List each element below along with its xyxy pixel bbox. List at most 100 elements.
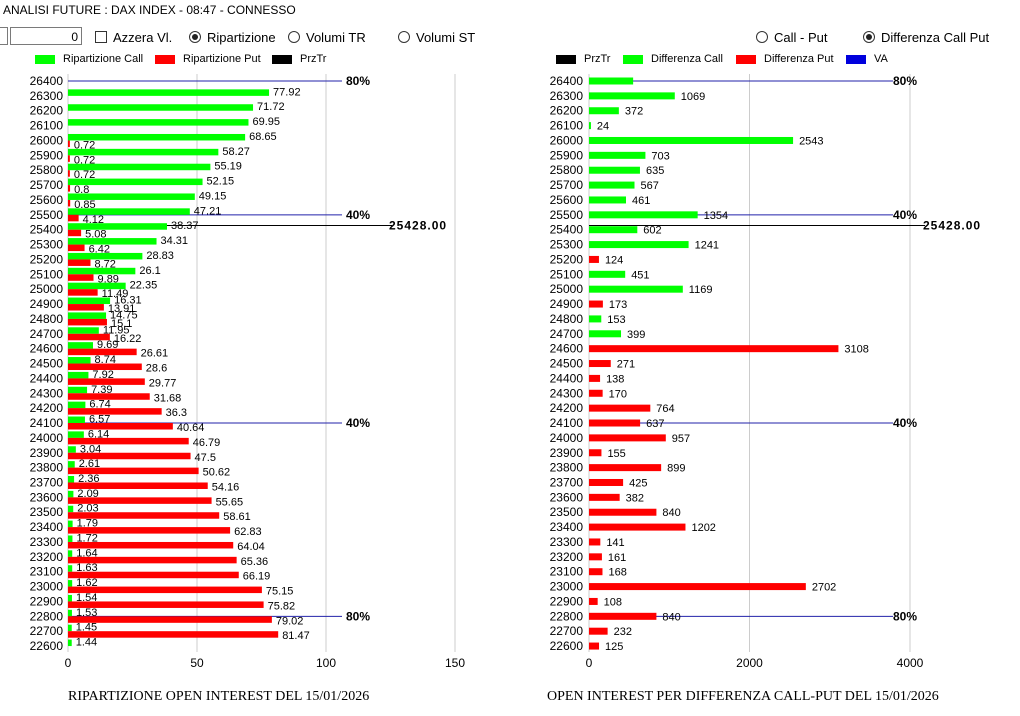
y-tick-label: 25300 (30, 238, 64, 252)
call-value-label: 16.31 (114, 295, 142, 307)
put-bar (68, 155, 70, 162)
diff-call-bar (589, 107, 619, 115)
radio-selected-icon[interactable] (189, 31, 201, 43)
number-input[interactable]: 0 (10, 27, 82, 45)
diff-value-label: 232 (614, 626, 632, 638)
y-tick-label: 24000 (30, 431, 64, 445)
radio-unselected-icon[interactable] (288, 31, 300, 43)
y-tick-label: 24200 (550, 401, 584, 415)
y-tick-label: 22600 (550, 639, 584, 653)
diff-value-label: 168 (608, 567, 626, 579)
diff-put-bar (589, 360, 611, 368)
put-value-label: 11.49 (102, 288, 129, 300)
put-value-label: 64.04 (237, 541, 265, 553)
radio-call-put[interactable]: Call - Put (756, 26, 827, 48)
diff-value-label: 1169 (689, 284, 713, 296)
y-tick-label: 25000 (550, 282, 584, 296)
call-bar (68, 342, 94, 349)
diff-value-label: 170 (609, 388, 627, 400)
y-tick-label: 25600 (30, 193, 64, 207)
call-bar (68, 119, 249, 126)
y-tick-label: 23100 (30, 565, 64, 579)
put-value-label: 65.36 (241, 556, 269, 568)
call-bar (68, 163, 211, 171)
diff-put-bar (589, 538, 601, 546)
y-tick-label: 26300 (550, 89, 584, 103)
radio-differenza-call-put[interactable]: Differenza Call Put (863, 26, 989, 48)
call-value-label: 71.72 (257, 101, 285, 113)
y-tick-label: 24700 (550, 327, 584, 341)
diff-value-label: 957 (672, 433, 690, 445)
diff-call-bar (589, 181, 635, 189)
y-tick-label: 22700 (550, 624, 584, 638)
call-value-label: 9.69 (97, 339, 118, 351)
y-tick-label: 22800 (550, 609, 584, 623)
y-tick-label: 25600 (550, 193, 584, 207)
diff-call-bar (589, 77, 634, 85)
y-tick-label: 23900 (30, 446, 64, 460)
reference-label: 80% (893, 609, 917, 623)
y-tick-label: 23400 (30, 520, 64, 534)
put-bar (68, 363, 142, 371)
y-tick-label: 26400 (30, 74, 64, 88)
hidden-field-edge[interactable] (0, 27, 8, 45)
checkbox-box[interactable] (95, 31, 107, 43)
x-tick-label: 150 (445, 656, 465, 670)
put-bar (68, 244, 85, 252)
call-bar (68, 624, 72, 632)
y-tick-label: 24400 (30, 371, 64, 385)
y-tick-label: 24100 (550, 416, 584, 430)
put-bar (68, 393, 150, 400)
put-value-label: 31.68 (154, 392, 182, 404)
diff-put-bar (589, 493, 620, 501)
y-tick-label: 26200 (550, 104, 584, 118)
put-bar (68, 452, 191, 460)
y-tick-label: 26100 (550, 119, 584, 133)
legend-item: Differenza Call (623, 52, 723, 66)
put-value-label: 8.72 (94, 258, 115, 270)
x-tick-label: 50 (190, 656, 204, 670)
radio-selected-icon[interactable] (863, 31, 875, 43)
put-bar (68, 408, 162, 415)
call-value-label: 1.45 (76, 622, 97, 634)
call-value-label: 22.35 (130, 280, 158, 292)
y-tick-label: 23000 (30, 580, 64, 594)
x-tick-label: 0 (586, 656, 593, 670)
y-tick-label: 26300 (30, 89, 64, 103)
diff-value-label: 1241 (695, 240, 719, 252)
radio-volumi-tr[interactable]: Volumi TR (288, 26, 366, 48)
call-value-label: 77.92 (273, 86, 301, 98)
volumi-tr-label: Volumi TR (306, 29, 366, 45)
put-value-label: 0.85 (74, 199, 95, 211)
x-tick-label: 2000 (736, 656, 763, 670)
reference-label: 80% (893, 74, 917, 88)
y-tick-label: 24300 (550, 386, 584, 400)
diff-value-label: 24 (597, 121, 609, 133)
diff-value-label: 124 (605, 254, 623, 266)
radio-ripartizione[interactable]: Ripartizione (189, 26, 276, 48)
diff-call-put-label: Differenza Call Put (881, 29, 990, 45)
call-bar (68, 446, 76, 453)
diff-call-bar (589, 196, 626, 204)
reference-label: 40% (346, 416, 370, 430)
call-value-label: 26.1 (139, 265, 160, 277)
radio-unselected-icon[interactable] (756, 31, 768, 43)
y-tick-label: 23100 (550, 565, 584, 579)
call-bar (68, 475, 75, 483)
y-tick-label: 23800 (30, 461, 64, 475)
radio-unselected-icon[interactable] (398, 31, 410, 43)
call-bar (68, 535, 73, 542)
azzera-checkbox[interactable]: Azzera Vl. (95, 26, 172, 48)
call-bar (68, 401, 86, 409)
call-bar (68, 252, 143, 260)
radio-volumi-st[interactable]: Volumi ST (398, 26, 475, 48)
azzera-label: Azzera Vl. (113, 29, 173, 45)
call-bar (68, 505, 74, 513)
put-bar (68, 318, 107, 326)
diff-value-label: 161 (608, 552, 626, 564)
call-bar (68, 594, 72, 602)
call-value-label: 8.74 (95, 354, 116, 366)
diff-value-label: 141 (606, 537, 624, 549)
diff-value-label: 399 (627, 329, 645, 341)
y-tick-label: 24500 (550, 357, 584, 371)
